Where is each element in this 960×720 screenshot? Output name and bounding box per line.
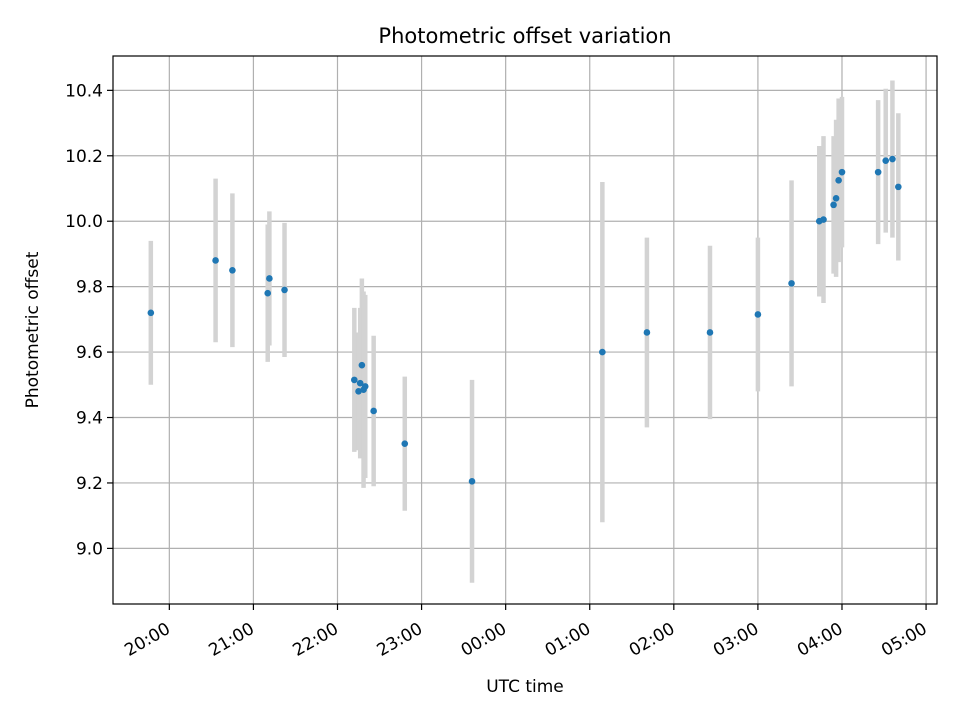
y-tick-label: 10.0 bbox=[65, 212, 103, 232]
data-point bbox=[358, 361, 366, 369]
y-tick-label: 10.4 bbox=[65, 81, 103, 101]
y-tick-label: 9.6 bbox=[76, 343, 103, 363]
data-point bbox=[889, 155, 896, 163]
data-point bbox=[835, 177, 842, 184]
data-point bbox=[820, 216, 827, 223]
data-point bbox=[754, 311, 762, 318]
chart-title: Photometric offset variation bbox=[378, 24, 671, 48]
data-point bbox=[356, 379, 364, 387]
y-tick-label: 9.8 bbox=[76, 278, 103, 298]
data-point bbox=[874, 168, 882, 176]
data-point bbox=[706, 329, 714, 336]
grid bbox=[113, 56, 937, 604]
plot-frame bbox=[112, 55, 938, 605]
data-point bbox=[147, 309, 155, 317]
data-point bbox=[355, 388, 362, 395]
data-point bbox=[838, 168, 846, 176]
x-axis-label: UTC time bbox=[486, 677, 564, 697]
data-point bbox=[229, 266, 236, 274]
y-tick-label: 9.2 bbox=[76, 474, 103, 494]
y-tick-label: 10.2 bbox=[65, 147, 103, 167]
data-point bbox=[264, 289, 272, 297]
data-point bbox=[468, 478, 476, 485]
data-point bbox=[370, 407, 377, 415]
y-tick-label: 9.4 bbox=[76, 409, 103, 429]
data-point bbox=[281, 286, 288, 294]
data-point bbox=[895, 183, 902, 191]
data-point bbox=[212, 257, 219, 264]
data-point bbox=[599, 348, 606, 356]
data-point bbox=[830, 201, 837, 209]
data-point bbox=[266, 275, 273, 282]
data-point bbox=[882, 157, 890, 164]
data-points bbox=[147, 155, 902, 485]
data-point bbox=[643, 329, 651, 336]
data-point bbox=[832, 195, 840, 202]
y-axis-label: Photometric offset bbox=[23, 251, 43, 408]
data-point bbox=[351, 376, 358, 384]
y-tick-label: 9.0 bbox=[76, 539, 103, 559]
data-point bbox=[401, 440, 409, 447]
data-point bbox=[361, 383, 369, 390]
data-point bbox=[788, 280, 795, 287]
y-axis: 9.0 9.2 9.4 9.6 9.8 10.0 10.2 10.4 bbox=[65, 81, 113, 559]
